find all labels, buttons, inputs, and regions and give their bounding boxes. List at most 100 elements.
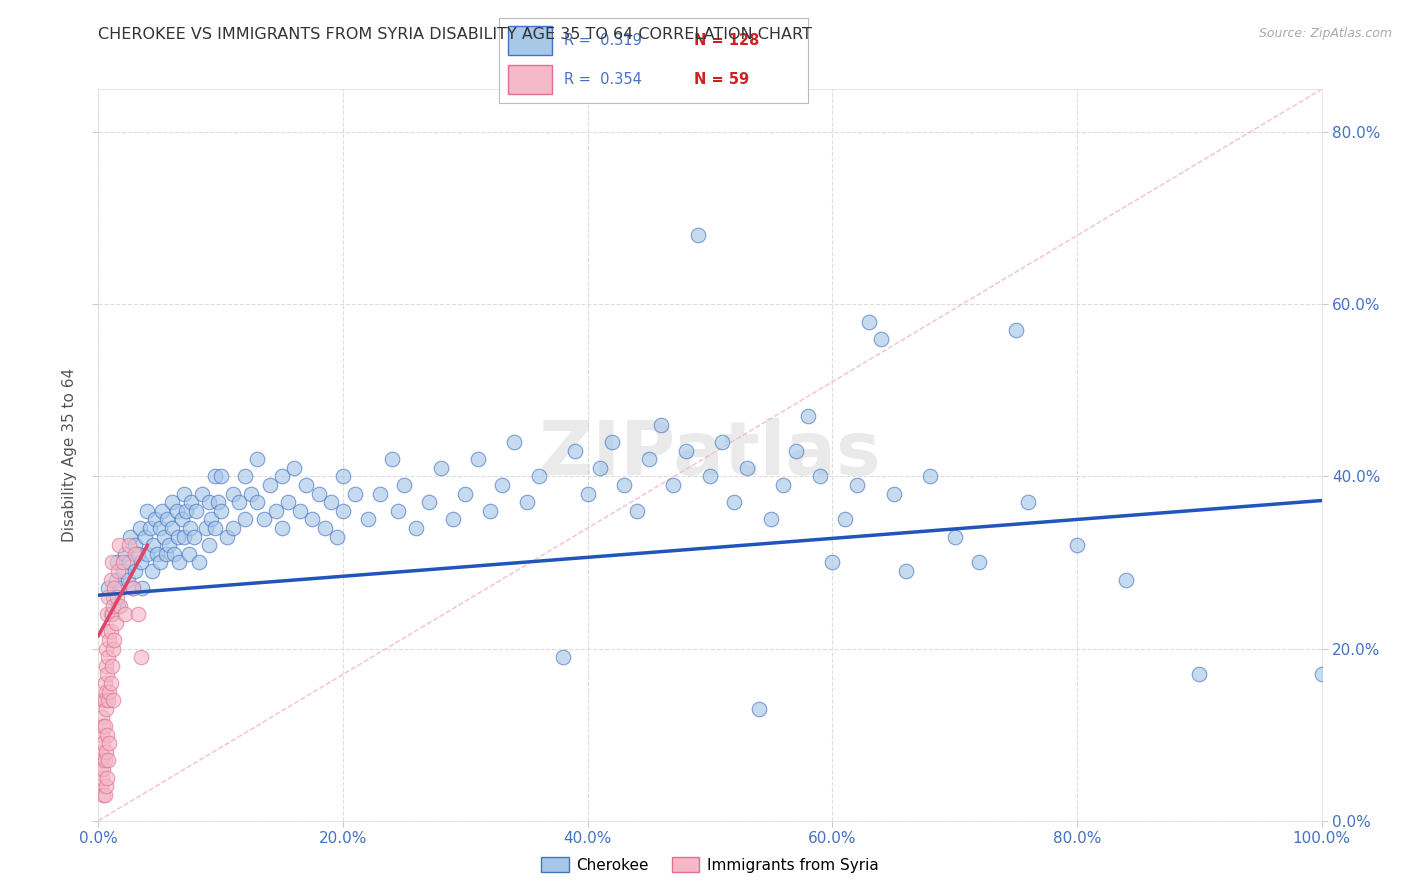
Point	[821, 556, 844, 570]
Point	[215, 530, 238, 544]
Point	[418, 495, 440, 509]
Point	[240, 486, 263, 500]
Point	[332, 469, 354, 483]
Point	[153, 530, 176, 544]
Point	[180, 495, 202, 509]
Point	[101, 556, 124, 570]
Point	[98, 736, 121, 750]
Text: R =  0.354: R = 0.354	[564, 72, 643, 87]
Point	[96, 607, 118, 621]
Point	[124, 538, 146, 552]
Point	[467, 452, 489, 467]
Point	[90, 762, 112, 776]
Text: N = 59: N = 59	[695, 72, 749, 87]
Point	[785, 443, 807, 458]
Point	[131, 582, 153, 596]
Point	[246, 495, 269, 509]
Point	[91, 710, 114, 724]
Point	[735, 460, 758, 475]
Point	[93, 788, 115, 802]
Point	[967, 556, 990, 570]
Point	[93, 693, 115, 707]
Point	[167, 556, 190, 570]
Point	[515, 495, 537, 509]
Point	[186, 504, 208, 518]
Point	[748, 702, 770, 716]
Point	[177, 547, 200, 561]
Point	[129, 650, 152, 665]
Point	[295, 478, 318, 492]
Point	[118, 556, 141, 570]
Point	[105, 556, 128, 570]
Point	[100, 676, 122, 690]
FancyBboxPatch shape	[509, 65, 551, 95]
Point	[100, 607, 122, 621]
Point	[94, 745, 117, 759]
Point	[1115, 573, 1137, 587]
Point	[283, 460, 305, 475]
Point	[173, 530, 195, 544]
FancyBboxPatch shape	[509, 27, 551, 55]
Point	[761, 512, 783, 526]
Point	[90, 779, 112, 793]
Point	[233, 512, 256, 526]
Point	[146, 547, 169, 561]
Point	[491, 478, 513, 492]
Point	[600, 435, 623, 450]
Point	[252, 512, 274, 526]
Point	[156, 512, 179, 526]
Point	[149, 556, 172, 570]
Point	[204, 521, 226, 535]
Point	[94, 702, 117, 716]
Point	[94, 658, 117, 673]
Point	[101, 607, 124, 621]
Point	[104, 615, 127, 630]
Point	[870, 332, 893, 346]
Point	[173, 486, 195, 500]
Point	[626, 504, 648, 518]
Point	[94, 641, 117, 656]
Point	[143, 512, 166, 526]
Point	[270, 521, 294, 535]
Point	[1310, 667, 1333, 681]
Point	[527, 469, 550, 483]
Point	[589, 460, 612, 475]
Point	[91, 762, 114, 776]
Point	[136, 504, 159, 518]
Point	[98, 684, 121, 698]
Point	[91, 736, 114, 750]
Text: ZIPatlas: ZIPatlas	[538, 418, 882, 491]
Point	[111, 556, 134, 570]
Point	[1004, 323, 1026, 337]
Point	[564, 443, 586, 458]
Point	[183, 530, 205, 544]
Point	[91, 693, 114, 707]
Point	[101, 590, 124, 604]
Point	[222, 486, 245, 500]
Point	[197, 495, 219, 509]
Point	[1017, 495, 1039, 509]
Point	[326, 530, 349, 544]
Point	[141, 564, 163, 578]
Point	[129, 556, 152, 570]
Point	[104, 573, 127, 587]
Point	[195, 521, 218, 535]
Point	[454, 486, 477, 500]
Point	[228, 495, 250, 509]
Point	[90, 745, 112, 759]
Point	[392, 478, 416, 492]
Point	[105, 590, 128, 604]
Point	[187, 556, 209, 570]
Point	[478, 504, 501, 518]
Point	[163, 547, 186, 561]
Point	[170, 512, 193, 526]
Point	[103, 632, 125, 647]
Point	[97, 650, 120, 665]
Point	[111, 564, 134, 578]
Text: CHEROKEE VS IMMIGRANTS FROM SYRIA DISABILITY AGE 35 TO 64 CORRELATION CHART: CHEROKEE VS IMMIGRANTS FROM SYRIA DISABI…	[98, 27, 813, 42]
Point	[96, 667, 118, 681]
Point	[97, 582, 120, 596]
Point	[711, 435, 734, 450]
Point	[576, 486, 599, 500]
Point	[100, 624, 122, 639]
